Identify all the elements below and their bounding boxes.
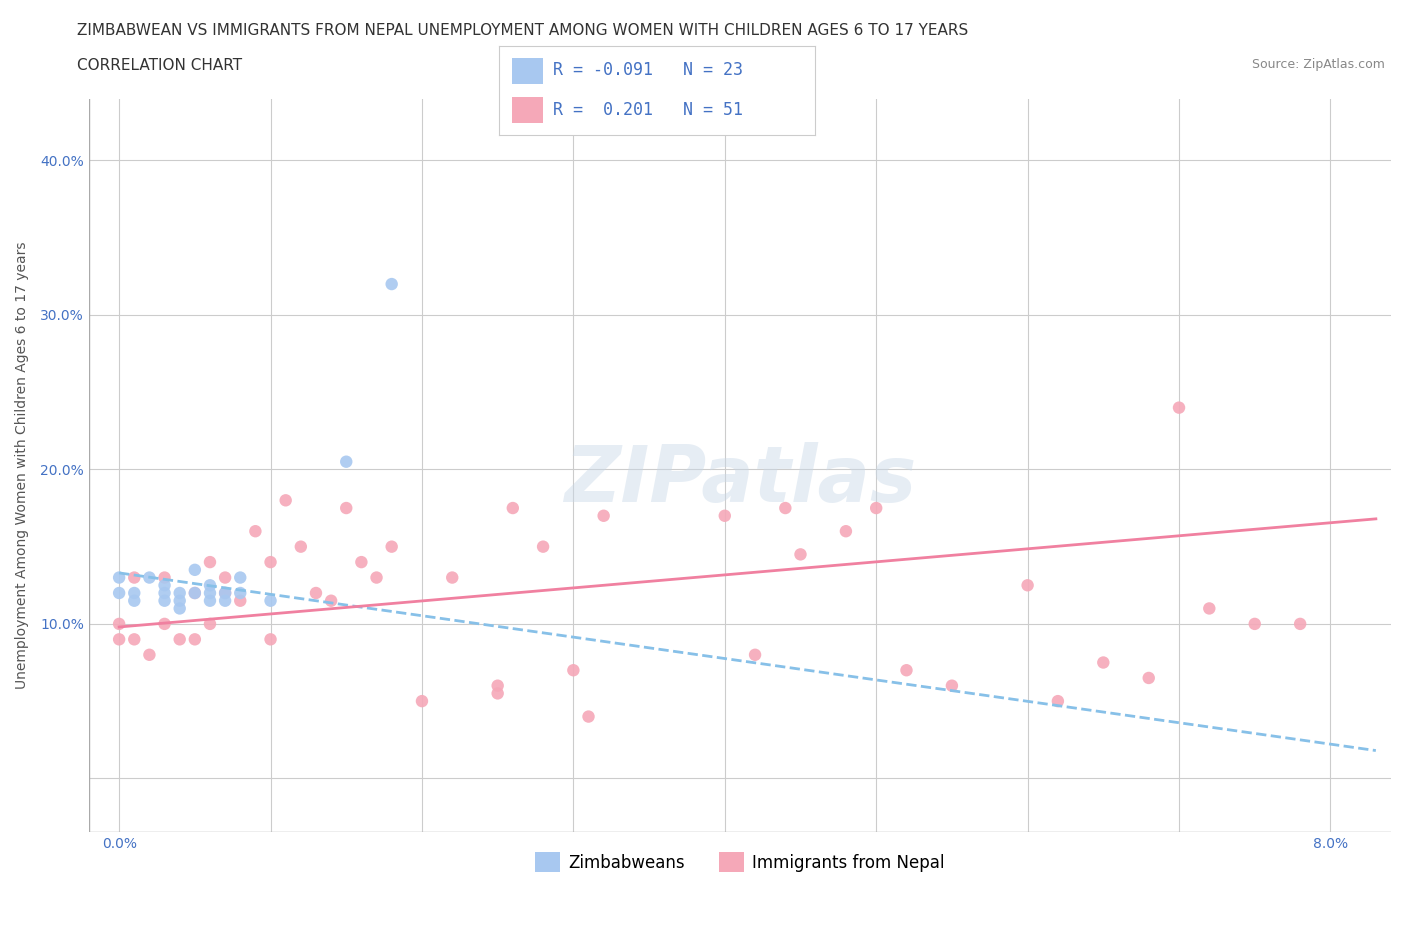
Point xyxy=(184,586,207,601)
Point xyxy=(941,678,963,693)
Point xyxy=(108,570,131,585)
Point xyxy=(122,631,145,646)
Point xyxy=(198,586,221,601)
Point xyxy=(592,509,614,524)
Point xyxy=(335,454,357,469)
Point xyxy=(153,578,176,592)
Point xyxy=(381,539,404,554)
Point xyxy=(169,631,191,646)
Point xyxy=(366,570,388,585)
Point xyxy=(198,554,221,569)
Point xyxy=(259,631,281,646)
Point xyxy=(153,617,176,631)
Point xyxy=(502,500,524,515)
Point xyxy=(259,593,281,608)
Point xyxy=(335,500,357,515)
Point xyxy=(245,524,267,538)
Point xyxy=(198,593,221,608)
Point xyxy=(713,509,735,524)
Text: ZIMBABWEAN VS IMMIGRANTS FROM NEPAL UNEMPLOYMENT AMONG WOMEN WITH CHILDREN AGES : ZIMBABWEAN VS IMMIGRANTS FROM NEPAL UNEM… xyxy=(77,23,969,38)
Point xyxy=(411,694,433,709)
Point xyxy=(789,547,811,562)
Point xyxy=(214,593,236,608)
Point xyxy=(744,647,766,662)
Point xyxy=(198,617,221,631)
Point xyxy=(486,686,509,701)
Point xyxy=(896,663,918,678)
Point xyxy=(122,570,145,585)
Point xyxy=(1092,655,1115,670)
Point xyxy=(214,586,236,601)
Point xyxy=(138,647,160,662)
Point xyxy=(122,593,145,608)
Text: R =  0.201   N = 51: R = 0.201 N = 51 xyxy=(553,101,742,119)
Point xyxy=(259,554,281,569)
Point xyxy=(229,586,252,601)
Point xyxy=(562,663,585,678)
Point xyxy=(153,586,176,601)
Point xyxy=(441,570,464,585)
Point xyxy=(1017,578,1039,592)
Point xyxy=(169,601,191,616)
Point xyxy=(214,586,236,601)
Point xyxy=(153,570,176,585)
Y-axis label: Unemployment Among Women with Children Ages 6 to 17 years: Unemployment Among Women with Children A… xyxy=(15,242,30,689)
Point xyxy=(108,586,131,601)
Bar xyxy=(512,97,543,124)
Point xyxy=(108,617,131,631)
Point xyxy=(835,524,858,538)
Point xyxy=(138,570,160,585)
Point xyxy=(305,586,328,601)
Point xyxy=(108,631,131,646)
Point xyxy=(229,593,252,608)
Text: R = -0.091   N = 23: R = -0.091 N = 23 xyxy=(553,61,742,79)
Point xyxy=(184,586,207,601)
Point xyxy=(1289,617,1312,631)
Point xyxy=(229,570,252,585)
Point xyxy=(775,500,797,515)
Point xyxy=(290,539,312,554)
Point xyxy=(1243,617,1265,631)
Point xyxy=(381,276,404,291)
Point xyxy=(1168,400,1191,415)
Point xyxy=(1137,671,1160,685)
Point xyxy=(865,500,887,515)
Text: ZIPatlas: ZIPatlas xyxy=(564,443,917,518)
Point xyxy=(486,678,509,693)
Legend: Zimbabweans, Immigrants from Nepal: Zimbabweans, Immigrants from Nepal xyxy=(529,845,950,879)
Point xyxy=(153,593,176,608)
Point xyxy=(169,593,191,608)
Text: CORRELATION CHART: CORRELATION CHART xyxy=(77,58,242,73)
Point xyxy=(214,570,236,585)
Point xyxy=(169,586,191,601)
Point xyxy=(319,593,342,608)
Point xyxy=(198,578,221,592)
Text: Source: ZipAtlas.com: Source: ZipAtlas.com xyxy=(1251,58,1385,71)
Point xyxy=(1198,601,1220,616)
Point xyxy=(184,631,207,646)
Bar xyxy=(512,58,543,85)
Point xyxy=(274,493,297,508)
Point xyxy=(350,554,373,569)
Point xyxy=(531,539,554,554)
Point xyxy=(1046,694,1069,709)
Point xyxy=(184,563,207,578)
Point xyxy=(578,710,600,724)
Point xyxy=(122,586,145,601)
